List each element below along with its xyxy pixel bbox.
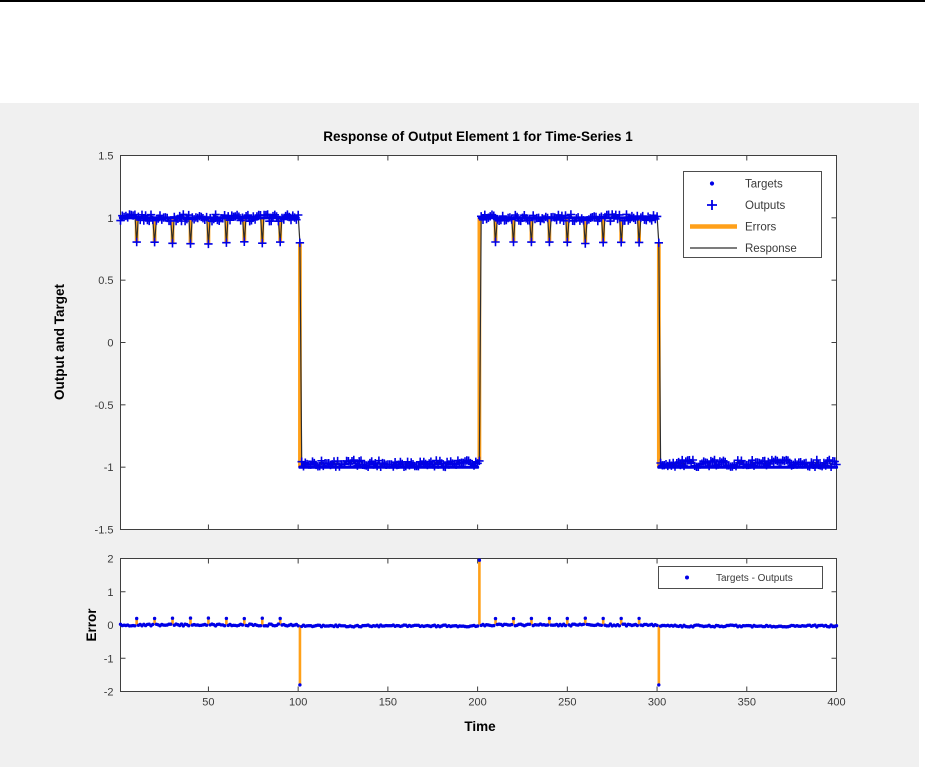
y-tick-label: -1 [104,462,114,474]
error-dot [599,623,604,627]
error-dot [547,616,552,621]
error-dot [635,623,639,628]
error-dot [296,624,300,628]
plot2-legend[interactable]: Targets - Outputs [658,566,823,589]
y-tick-label: -2 [104,687,114,699]
figure-right-margin [919,103,925,767]
legend-box [683,171,822,258]
plot1-title: Response of Output Element 1 for Time-Se… [323,129,633,144]
y-tick-label: 0.5 [98,275,113,287]
error-dot [151,622,155,627]
error-dot [258,624,263,628]
error-dot [240,623,245,627]
legend-label: Targets - Outputs [716,573,793,584]
error-dot [242,616,246,621]
legend-label: Response [745,243,797,255]
x-tick-label: 250 [558,697,576,709]
y-tick-label: 0 [107,620,113,632]
error-dot [510,622,514,627]
y-tick-label: -1 [104,653,114,665]
response-plot: 1.5 1 0.5 0 -0.5 -1 -1.5 Targets Outputs Errors Re… [95,151,841,537]
error-dot [583,616,587,620]
error-dot [169,622,173,626]
error-dot [135,616,139,621]
error-dot [527,622,532,626]
target-dot [655,216,659,220]
error-dot [617,624,622,628]
error-dot [834,624,839,628]
error-dot [545,623,550,627]
window-top-border [0,0,925,2]
error-dot [278,616,282,621]
error-dot [222,624,227,628]
x-tick-label: 400 [827,697,845,709]
plot1-ylabel: Output and Target [52,284,67,400]
error-dot [511,616,516,621]
plot2-error-dots [118,558,839,687]
error-dot [188,616,193,620]
error-dot [152,616,157,621]
y-tick-label: 1 [107,587,113,599]
plot2-xlabel: Time [464,719,496,734]
plot1-legend[interactable]: Targets Outputs Errors Response [683,171,822,258]
error-dot [260,616,264,620]
y-tick-label: 0 [107,338,113,350]
error-dot [206,616,211,620]
plot1-targets-markers [118,216,839,469]
y-tick-label: 2 [107,554,113,566]
error-dot [224,616,229,621]
legend-dot-marker [685,575,689,580]
error-plot: 50 100 150 200 250 300 350 400 2 1 0 -1 -2 Targets - … [104,554,846,709]
legend-label: Targets [745,179,783,191]
y-tick-label: 1.5 [98,151,113,163]
x-tick-label: 150 [379,697,397,709]
error-dot [477,558,482,562]
y-tick-label: -1.5 [95,525,114,537]
error-dot [619,616,623,621]
y-tick-label: -0.5 [95,400,114,412]
legend-dot-marker [709,181,715,186]
error-dot [475,624,480,628]
x-tick-label: 350 [738,697,756,709]
error-dot [657,683,661,687]
x-tick-label: 100 [289,697,307,709]
legend-label: Errors [745,222,777,234]
target-dot [296,216,300,220]
error-dot [276,622,281,626]
error-dot [298,683,302,687]
x-tick-label: 300 [648,697,666,709]
error-dot [529,616,534,621]
plot2-ylabel: Error [84,608,99,642]
legend-box [658,566,823,589]
x-tick-label: 50 [202,697,214,709]
error-dot [565,616,569,621]
error-dot [563,623,568,628]
error-dot [637,616,641,621]
plot1-outputs-markers [116,210,841,472]
error-dot [601,616,605,621]
error-dot [170,616,175,620]
legend-label: Outputs [745,200,786,212]
target-dot [476,465,480,469]
error-dot [581,622,586,626]
error-dot [133,624,137,628]
error-dot [204,623,209,627]
legend-plus-marker [707,200,717,210]
x-tick-label: 200 [468,697,486,709]
error-dot [655,623,659,628]
error-dot [492,623,496,628]
y-tick-label: 1 [107,213,113,225]
target-dot [834,465,839,469]
error-dot [493,616,498,621]
error-dot [187,624,191,628]
